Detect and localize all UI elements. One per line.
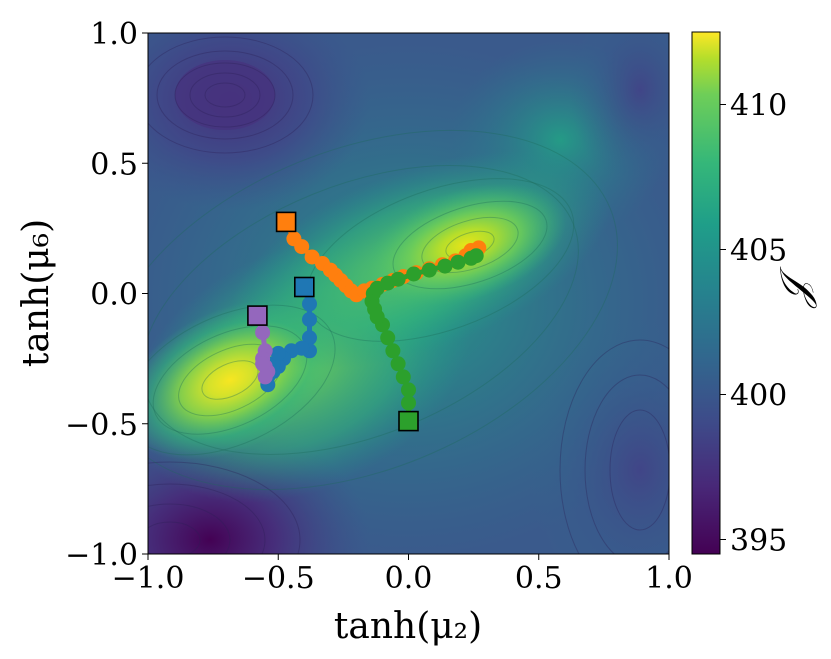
x-tick-label: 1.0 [645,561,693,596]
trajectory-point [302,312,317,327]
trajectory-point [302,330,317,346]
x-tick-label: 0.0 [385,561,433,596]
trajectory-point [390,356,406,372]
trajectory-point [406,266,422,282]
trajectory-point [450,254,466,270]
y-tick-label: 1.0 [90,17,138,52]
x-tick-label: −0.5 [242,561,315,596]
trajectory-layer [247,211,487,432]
colorbar-axis: 395 400 405 410 [720,89,787,559]
y-axis: −1.0 −0.5 0.0 0.5 1.0 [65,17,148,573]
trajectory-point [390,271,406,287]
colorbar-tick-label: 410 [730,89,787,124]
y-tick-label: −0.5 [65,408,138,443]
trajectory-point [257,369,273,385]
contour-surface [148,33,669,554]
y-tick-label: 0.0 [90,278,138,313]
trajectory-point [294,239,310,255]
x-axis-label: tanh(μ₂) [334,606,482,647]
x-tick-label: 0.5 [515,561,563,596]
trajectory-point [270,345,286,361]
trajectory-start-marker [247,305,268,326]
trajectory-point [401,395,416,411]
x-tick-label: −1.0 [112,561,185,596]
x-axis: −1.0 −0.5 0.0 0.5 1.0 [112,554,693,596]
trajectory-start-marker [398,410,419,432]
trajectory-start-marker [275,211,297,233]
trajectory-point [385,343,401,359]
trajectory-point [255,325,271,341]
y-tick-label: −1.0 [65,538,138,573]
colorbar-label: 𝒥 [772,266,818,309]
trajectory-point [395,369,411,385]
trajectory-point [421,262,437,278]
trajectory-point [380,330,396,346]
trajectory-point [401,382,416,398]
colorbar-tick-label: 405 [730,234,787,269]
colorbar-tick-label: 400 [730,379,787,414]
trajectory-point [255,356,271,372]
trajectory-point [437,258,453,274]
trajectory-series [247,305,276,385]
trajectory-point [468,248,484,264]
y-tick-label: 0.5 [90,147,138,182]
trajectory-start-marker [293,276,315,298]
trajectory-point [302,296,317,312]
trajectory-series [364,248,484,432]
colorbar-tick-label: 395 [730,524,787,559]
colorbar [691,31,721,555]
y-axis-label: tanh(μ₆) [16,219,57,367]
